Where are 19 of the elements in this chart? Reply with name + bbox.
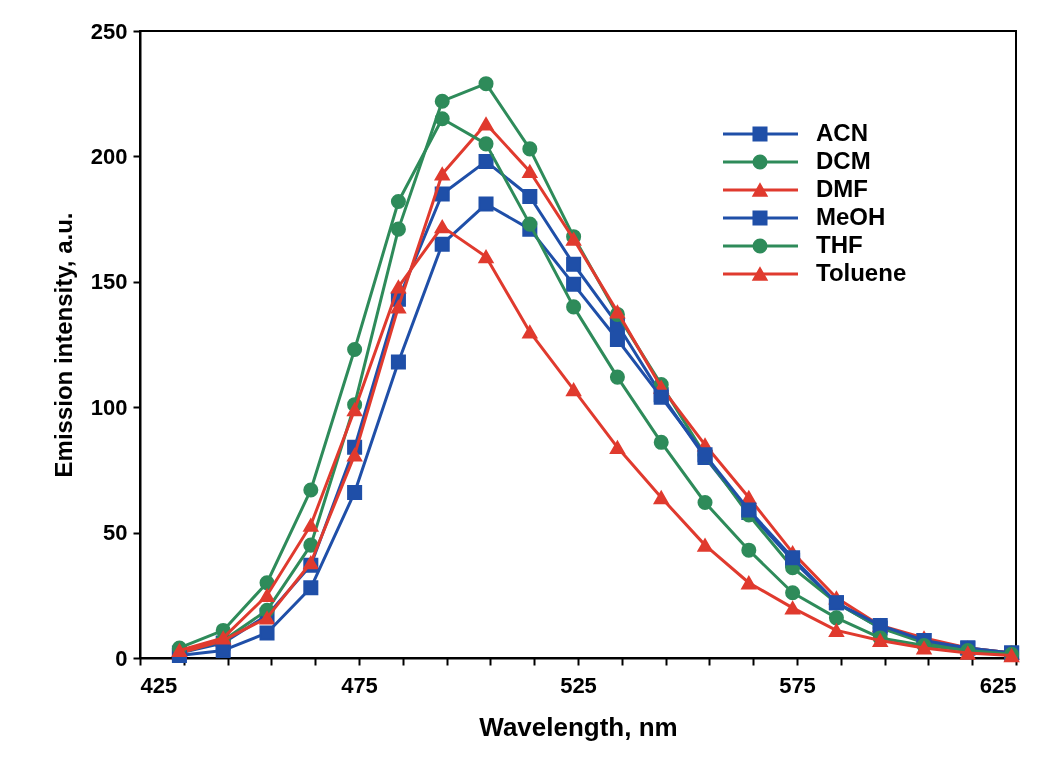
x-tick-label: 475 [341,672,378,698]
y-tick-label: 100 [90,394,128,420]
y-tick-label: 150 [90,269,128,295]
legend-label: DCM [816,147,871,174]
x-tick-label: 575 [779,672,816,698]
y-tick-label: 0 [115,645,128,671]
legend-label: THF [816,231,863,258]
legend-label: MeOH [816,203,886,230]
legend-label: ACN [816,119,868,146]
y-tick-label: 200 [90,143,128,169]
legend-label: Toluene [816,259,907,286]
x-tick-label: 425 [140,672,178,698]
y-axis-title: Emission intensity, a.u. [49,212,77,478]
x-tick-label: 525 [560,672,597,698]
legend-label: DMF [816,175,868,202]
x-tick-label: 625 [979,672,1017,698]
x-axis-title: Wavelength, nm [479,711,678,742]
y-tick-label: 250 [90,18,128,44]
y-tick-label: 50 [103,520,128,546]
